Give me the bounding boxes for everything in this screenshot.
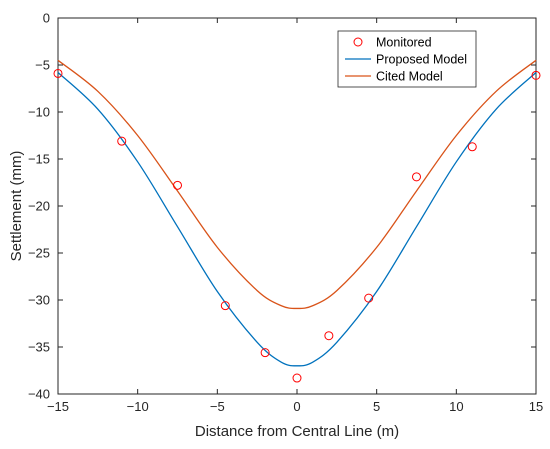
monitored-point (260, 348, 270, 358)
monitored-point (173, 180, 182, 190)
y-tick-label: −40 (28, 387, 50, 402)
legend: Monitored Proposed Model Cited Model (337, 30, 477, 88)
legend-marker-monitored (353, 37, 363, 47)
y-axis: 0 −5 −10 −15 −20 −25 −30 −35 −40 (28, 11, 536, 402)
monitored-point (324, 331, 334, 341)
legend-label-proposed-model: Proposed Model (376, 52, 467, 66)
cited-model-line (57, 59, 537, 310)
x-tick-label: −5 (210, 399, 225, 414)
x-tick-label: 15 (529, 399, 543, 414)
x-tick-label: 10 (449, 399, 463, 414)
proposed-model-line (57, 72, 537, 367)
y-tick-label: 0 (43, 11, 50, 26)
series-layer (53, 59, 541, 383)
monitored-point (531, 70, 541, 80)
x-tick-label: 0 (293, 399, 300, 414)
y-axis-label: Settlement (mm) (8, 151, 25, 262)
monitored-point (467, 142, 477, 152)
x-axis: −15 −10 −5 0 5 10 15 (47, 18, 543, 414)
y-tick-label: −5 (35, 58, 50, 73)
monitored-point (117, 136, 127, 146)
x-tick-label: −15 (47, 399, 69, 414)
y-tick-label: −10 (28, 105, 50, 120)
y-tick-label: −35 (28, 340, 50, 355)
monitored-point (220, 301, 230, 311)
x-axis-label: Distance from Central Line (m) (195, 423, 399, 440)
monitored-point (292, 373, 302, 383)
y-tick-label: −20 (28, 199, 50, 214)
x-tick-label: −10 (127, 399, 149, 414)
x-tick-label: 5 (373, 399, 380, 414)
monitored-point (364, 293, 374, 303)
monitored-point (53, 68, 63, 78)
legend-label-monitored: Monitored (376, 35, 432, 49)
legend-label-cited-model: Cited Model (376, 69, 443, 83)
y-tick-label: −25 (28, 246, 50, 261)
y-tick-label: −30 (28, 293, 50, 308)
y-tick-label: −15 (28, 152, 50, 167)
monitored-point (412, 172, 421, 182)
